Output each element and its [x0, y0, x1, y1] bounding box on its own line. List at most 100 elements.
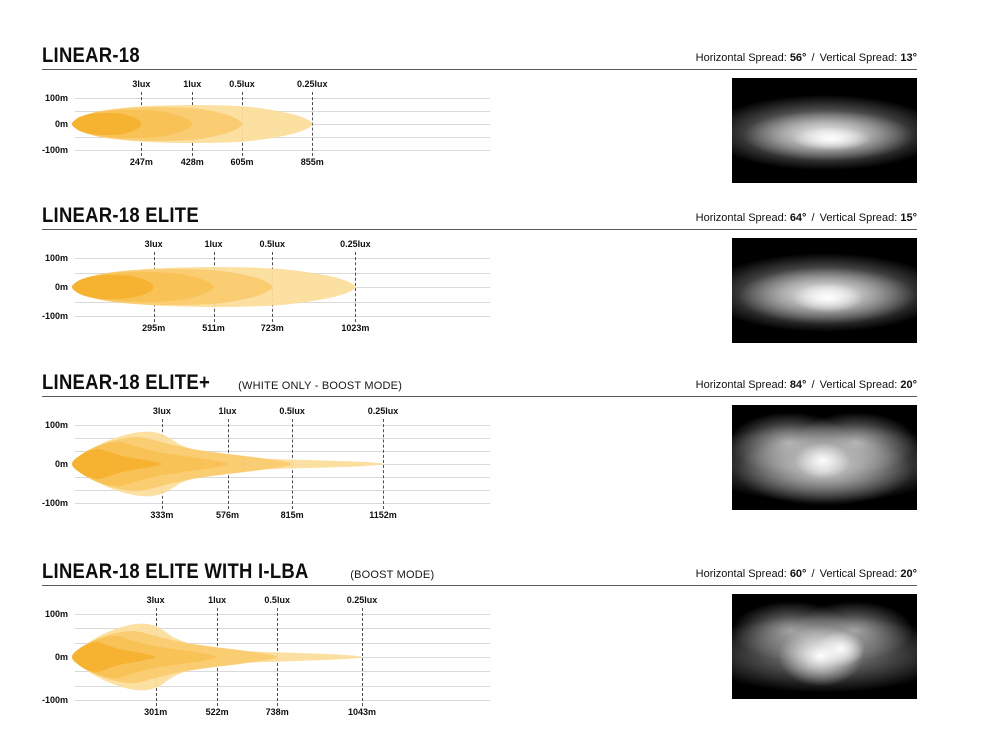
distance-label: 301m	[144, 707, 168, 718]
gridline	[75, 98, 490, 100]
product-name: LINEAR-18 ELITE	[42, 204, 199, 228]
vertical-spread-label: Vertical Spread:	[819, 568, 898, 581]
distance-label: 333m	[150, 510, 174, 521]
gridline	[75, 490, 490, 492]
section-body: 3lux 295m 1lux 511m 0.5lux 723m 0.25lux 1023m 10…	[42, 238, 917, 344]
y-axis-tick: -100m	[41, 498, 68, 509]
y-axis-tick: 100m	[44, 253, 68, 264]
distance-label: 511m	[202, 323, 225, 334]
vertical-spread-value: 20°	[900, 379, 917, 392]
product-subtitle: (WHITE ONLY - BOOST MODE)	[234, 380, 403, 393]
gridline	[75, 111, 490, 113]
section-body: 3lux 333m 1lux 576m 0.5lux 815m 0.25lux 1152m 10…	[41, 405, 917, 520]
lux-label: 3lux	[144, 239, 163, 250]
spread-info: Horizontal Spread: 60° / Vertical Spread…	[696, 568, 917, 583]
gridline	[75, 451, 490, 453]
gridline	[75, 628, 490, 630]
lux-label: 0.5lux	[264, 595, 290, 606]
product-title: LINEAR-18 ELITE+ (WHITE ONLY - BOOST MOD…	[42, 372, 402, 394]
y-axis-tick: -100m	[41, 695, 68, 706]
y-axis-tick: 100m	[44, 609, 68, 620]
gridline	[75, 671, 490, 673]
horizontal-spread-value: 84°	[789, 379, 807, 392]
spread-info: Horizontal Spread: 84° / Vertical Spread…	[696, 379, 917, 394]
lux-label: 3lux	[146, 595, 165, 606]
section-header: LINEAR-18 Horizontal Spread: 56° / Verti…	[42, 44, 917, 67]
gridline	[75, 438, 490, 440]
product-section: LINEAR-18 Horizontal Spread: 56° / Verti…	[42, 44, 917, 184]
y-axis-tick: 0m	[54, 119, 68, 130]
distance-label: 1043m	[347, 707, 377, 718]
beam-photo	[732, 594, 917, 700]
plot-area: 3lux 301m 1lux 522m 0.5lux 738m 0.25lux 1043m 10…	[42, 595, 490, 717]
distance-label: 723m	[260, 323, 284, 334]
beam-photo	[732, 78, 917, 184]
lux-label: 0.25lux	[297, 79, 328, 90]
product-section: LINEAR-18 ELITE WITH I-LBA (BOOST MODE) …	[42, 561, 917, 717]
y-axis-tick: -100m	[41, 311, 68, 322]
spread-info: Horizontal Spread: 64° / Vertical Spread…	[696, 212, 917, 227]
gridline	[75, 316, 490, 318]
gridline	[75, 425, 490, 427]
beam-pattern	[72, 267, 356, 308]
gridline	[75, 642, 490, 644]
vertical-spread-value: 20°	[900, 568, 917, 581]
distance-label: 855m	[300, 157, 324, 168]
vertical-spread-label: Vertical Spread:	[819, 52, 898, 65]
y-axis-tick: 0m	[54, 459, 68, 470]
horizontal-spread-label: Horizontal Spread:	[695, 52, 787, 65]
y-axis-tick: -100m	[41, 145, 68, 156]
gridline	[75, 477, 490, 479]
lux-label: 3lux	[152, 406, 171, 417]
y-axis-tick: 0m	[54, 652, 68, 663]
y-axis-tick: 100m	[44, 420, 68, 431]
vertical-spread-value: 13°	[900, 52, 917, 65]
beam-pattern	[72, 105, 313, 144]
lux-label: 1lux	[208, 595, 227, 606]
gridline	[75, 137, 490, 139]
product-title: LINEAR-18 ELITE WITH I-LBA (BOOST MODE)	[42, 561, 434, 583]
distance-label: 1152m	[369, 510, 397, 521]
y-axis-tick: 100m	[44, 93, 68, 104]
distance-label: 522m	[205, 707, 229, 718]
divider-line	[42, 229, 917, 231]
gridline	[75, 700, 490, 702]
product-sections: LINEAR-18 Horizontal Spread: 56° / Verti…	[41, 44, 917, 717]
product-subtitle: (BOOST MODE)	[346, 569, 435, 582]
vertical-spread-label: Vertical Spread:	[819, 379, 898, 392]
gridline	[75, 258, 490, 260]
beam-photo	[732, 238, 917, 344]
divider-line	[42, 396, 917, 398]
lux-label: 1lux	[218, 406, 237, 417]
product-title: LINEAR-18	[42, 44, 155, 67]
gridline	[75, 503, 490, 505]
gridline	[75, 685, 490, 687]
distance-label: 576m	[215, 510, 240, 521]
product-name: LINEAR-18	[42, 44, 140, 67]
lux-label: 0.5lux	[229, 79, 255, 90]
product-name: LINEAR-18 ELITE+	[42, 371, 211, 395]
plot-area: 3lux 295m 1lux 511m 0.5lux 723m 0.25lux 1023m 10…	[42, 239, 490, 333]
horizontal-spread-value: 60°	[789, 568, 807, 581]
distance-label: 738m	[265, 707, 289, 718]
lux-label: 0.25lux	[340, 239, 371, 250]
distance-label: 815m	[280, 510, 304, 521]
y-axis-tick: 0m	[54, 282, 68, 293]
product-section: LINEAR-18 ELITE Horizontal Spread: 64° /…	[42, 204, 917, 344]
beam-chart: 3lux 247m 1lux 428m 0.5lux 605m 0.25lux 855m 100…	[42, 78, 490, 183]
distance-label: 605m	[230, 157, 254, 168]
distance-label: 1023m	[341, 323, 370, 334]
beam-chart: 3lux 333m 1lux 576m 0.5lux 815m 0.25lux 1152m 10…	[41, 405, 490, 520]
divider-line	[42, 585, 917, 587]
vertical-spread-label: Vertical Spread:	[819, 212, 898, 225]
distance-label: 247m	[129, 157, 153, 168]
lux-label: 0.25lux	[367, 406, 399, 417]
gridline	[75, 614, 490, 616]
beam-photo	[732, 405, 917, 511]
beam-pattern	[72, 431, 383, 497]
lux-distance-marker	[312, 92, 314, 157]
spread-separator: /	[811, 568, 815, 581]
lux-label: 3lux	[132, 79, 151, 90]
lux-distance-marker	[355, 252, 357, 323]
